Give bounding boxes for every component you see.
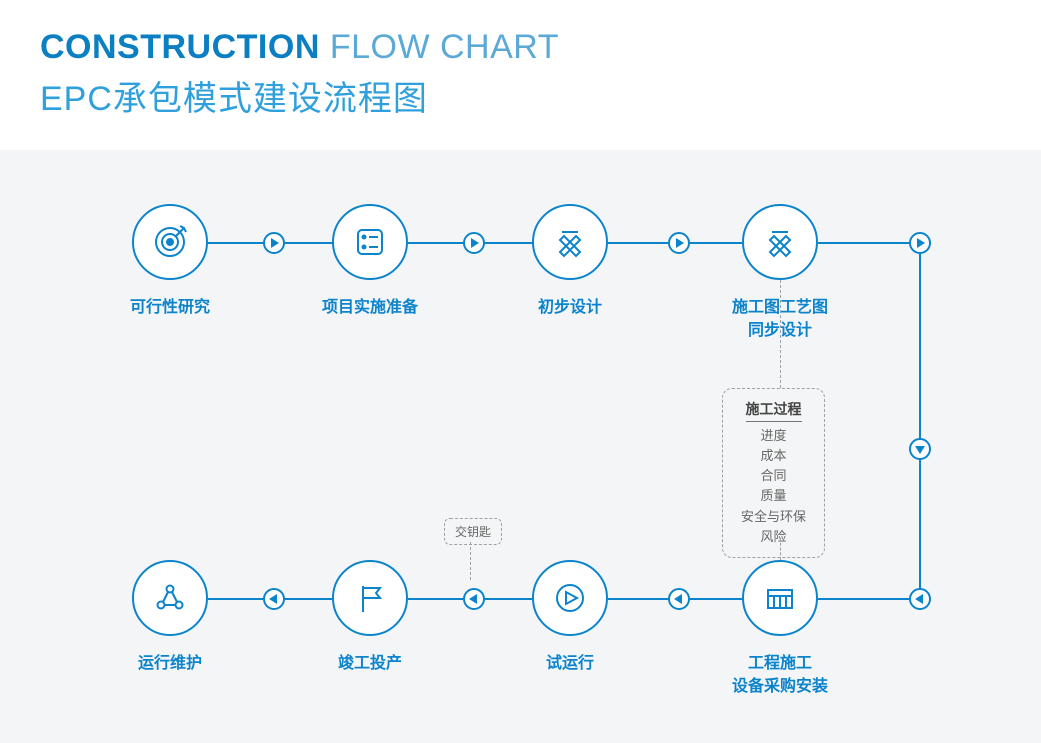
info-title: 施工过程 xyxy=(746,399,802,422)
node-label: 工程施工 设备采购安装 xyxy=(732,652,828,698)
title-chinese: EPC承包模式建设流程图 xyxy=(40,71,1001,120)
target-icon xyxy=(132,204,208,280)
arrow-left-icon xyxy=(263,588,285,610)
title-en-bold: CONSTRUCTION xyxy=(40,28,320,66)
flowchart-canvas: 可行性研究 项目实施准备 初步设计 施工图工艺图 同步设计 工程施工 设备采购安… xyxy=(0,150,1041,743)
dashed-connector xyxy=(780,538,781,560)
node-preliminary-design: 初步设计 xyxy=(500,204,640,319)
title-en-light: FLOW CHART xyxy=(320,28,559,66)
dashed-connector xyxy=(780,280,781,388)
arrow-right-icon xyxy=(668,232,690,254)
arrow-right-icon xyxy=(909,232,931,254)
node-label: 竣工投产 xyxy=(338,652,402,675)
header: CONSTRUCTION FLOW CHART EPC承包模式建设流程图 xyxy=(0,0,1041,140)
minibox-label: 交钥匙 xyxy=(455,525,491,539)
node-feasibility: 可行性研究 xyxy=(100,204,240,319)
arrow-right-icon xyxy=(463,232,485,254)
arrow-right-icon xyxy=(263,232,285,254)
flag-icon xyxy=(332,560,408,636)
node-label: 项目实施准备 xyxy=(322,296,418,319)
share-icon xyxy=(132,560,208,636)
play-icon xyxy=(532,560,608,636)
arrow-down-icon xyxy=(909,438,931,460)
node-completion: 竣工投产 xyxy=(300,560,440,675)
node-preparation: 项目实施准备 xyxy=(300,204,440,319)
process-info-box: 施工过程 进度 成本 合同 质量 安全与环保 风险 xyxy=(722,388,825,558)
dashed-connector xyxy=(470,542,471,580)
node-trial-run: 试运行 xyxy=(500,560,640,675)
node-label: 可行性研究 xyxy=(130,296,210,319)
arrow-left-icon xyxy=(909,588,931,610)
arrow-left-icon xyxy=(463,588,485,610)
design-icon xyxy=(742,204,818,280)
node-operation-maintenance: 运行维护 xyxy=(100,560,240,675)
handover-key-box: 交钥匙 xyxy=(444,518,502,545)
building-icon xyxy=(742,560,818,636)
node-label: 试运行 xyxy=(546,652,594,675)
node-label: 运行维护 xyxy=(138,652,202,675)
node-label: 初步设计 xyxy=(538,296,602,319)
checklist-icon xyxy=(332,204,408,280)
arrow-left-icon xyxy=(668,588,690,610)
info-list: 进度 成本 合同 质量 安全与环保 风险 xyxy=(741,426,806,547)
title-english: CONSTRUCTION FLOW CHART xyxy=(40,28,1001,67)
design-icon xyxy=(532,204,608,280)
node-construction: 工程施工 设备采购安装 xyxy=(710,560,850,698)
